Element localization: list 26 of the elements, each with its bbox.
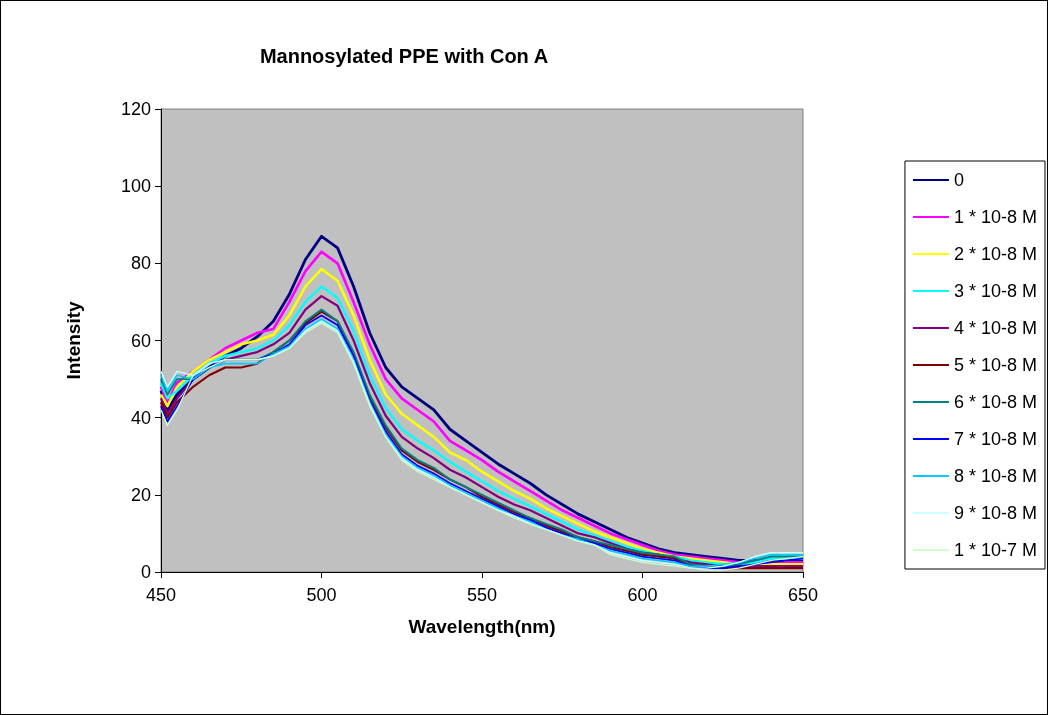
legend-label: 6 * 10-8 M xyxy=(953,392,1038,412)
y-tick-label: 120 xyxy=(120,99,151,119)
x-tick-label: 500 xyxy=(306,585,337,605)
y-tick-label: 40 xyxy=(130,407,151,428)
legend-label: 4 * 10-8 M xyxy=(953,318,1038,338)
legend-label: 0 xyxy=(953,170,964,190)
x-tick-label: 450 xyxy=(145,585,177,605)
x-tick-label: 550 xyxy=(466,585,498,605)
legend-label: 1 * 10-7 M xyxy=(953,540,1038,560)
legend-label: 2 * 10-8 M xyxy=(953,244,1038,264)
y-tick-label: 20 xyxy=(130,484,151,505)
x-axis-title: Wavelength(nm) xyxy=(408,616,556,637)
legend-label: 9 * 10-8 M xyxy=(953,503,1038,523)
y-tick-label: 60 xyxy=(130,330,151,351)
legend-label: 8 * 10-8 M xyxy=(953,466,1038,486)
chart-title: Mannosylated PPE with Con A xyxy=(259,45,549,67)
legend-label: 5 * 10-8 M xyxy=(953,355,1038,375)
y-tick-label: 0 xyxy=(140,562,151,582)
y-tick-label: 80 xyxy=(130,253,151,274)
x-tick-label: 600 xyxy=(627,585,658,605)
x-tick-label: 650 xyxy=(787,585,819,605)
y-axis-title: Intensity xyxy=(63,301,84,380)
legend-label: 7 * 10-8 M xyxy=(953,429,1038,449)
y-tick-label: 100 xyxy=(120,176,151,197)
legend-label: 3 * 10-8 M xyxy=(953,281,1038,301)
legend-label: 1 * 10-8 M xyxy=(953,207,1038,227)
